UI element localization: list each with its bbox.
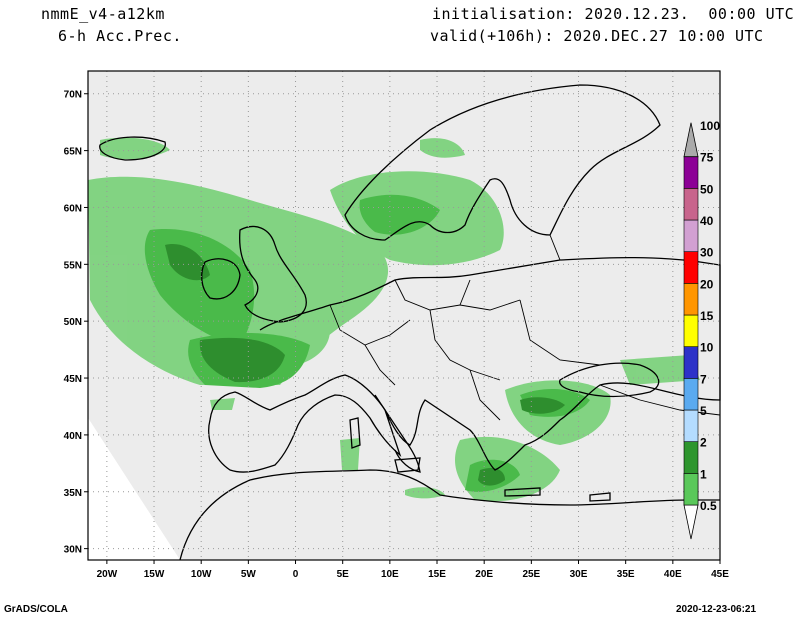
colorbar-bin [683,283,699,316]
lon-tick-label: 10W [191,569,212,580]
colorbar-level-label: 100 [700,119,720,133]
colorbar-level-label: 0.5 [700,499,717,513]
precip-heavy [165,244,565,486]
lat-tick-label: 55N [64,260,82,271]
colorbar-level-label: 15 [700,309,714,323]
lon-tick-label: 5E [337,569,350,580]
colorbar-bin [683,473,699,506]
lat-tick-label: 30N [64,545,82,556]
colorbar-level-label: 20 [700,277,714,291]
field-title: 6-h Acc.Prec. [58,27,182,45]
lat-tick-label: 35N [64,488,82,499]
colorbar-bin [683,219,699,252]
lon-tick-label: 20W [97,569,118,580]
lon-tick-label: 10E [381,569,399,580]
lon-tick-label: 15E [428,569,446,580]
colorbar-level-label: 40 [700,214,714,228]
lon-tick-label: 15W [144,569,165,580]
colorbar-bin [683,346,699,379]
coastlines [99,84,721,561]
lon-tick-label: 0 [293,569,299,580]
colorbar-bin [683,188,699,221]
lon-tick-label: 35E [617,569,635,580]
colorbar-level-label: 10 [700,341,714,355]
lat-tick-label: 40N [64,431,82,442]
lon-tick-label: 20E [475,569,493,580]
colorbar-bin [683,156,699,189]
colorbar-level-label: 1 [700,467,707,481]
colorbar-level-label: 7 [700,372,707,386]
lat-tick-label: 45N [64,374,82,385]
colorbar-level-label: 30 [700,246,714,260]
colorbar-bin [683,251,699,284]
lat-lon-grid [88,71,720,560]
lon-tick-label: 30E [570,569,588,580]
country-borders [329,234,721,421]
colorbar-bin [683,441,699,474]
colorbar-level-label: 50 [700,182,714,196]
lon-tick-label: 40E [664,569,682,580]
lon-tick-label: 5W [241,569,257,580]
map-frame [87,70,721,561]
colorbar-bin [683,378,699,411]
outside-domain-wedge [88,418,180,560]
valid-time: valid(+106h): 2020.DEC.27 10:00 UTC [430,27,764,45]
model-title: nmmE_v4-a12km [41,5,165,23]
colorbar: 0.5 1 2 5 7 10 15 20 30 40 50 75 100 [683,119,720,540]
grads-credit: GrADS/COLA [4,604,68,615]
lat-tick-label: 50N [64,317,82,328]
plot-timestamp: 2020-12-23-06:21 [676,604,757,615]
axis-ticks: 20W 15W 10W 5W 0 5E 10E 15E 20E 25E 30E 35E 40E 45E70… [64,90,730,580]
colorbar-level-label: 5 [700,404,707,418]
lat-tick-label: 60N [64,203,82,214]
lon-tick-label: 45E [711,569,729,580]
initialisation-time: initialisation: 2020.12.23. 00:00 UTC [432,5,795,23]
lon-tick-label: 25E [522,569,540,580]
lat-tick-label: 70N [64,90,82,101]
colorbar-bin [683,409,699,442]
colorbar-level-label: 75 [700,151,714,165]
colorbar-bin [683,314,699,347]
colorbar-level-label: 2 [700,436,707,450]
colorbar-over-triangle [683,122,699,158]
lat-tick-label: 65N [64,147,82,158]
